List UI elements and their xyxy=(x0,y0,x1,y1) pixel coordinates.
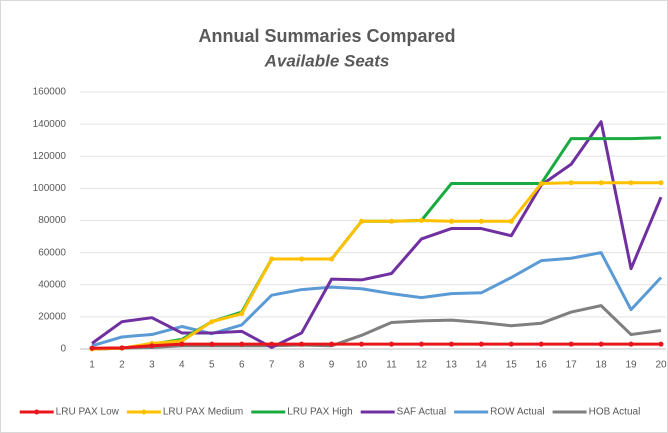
series-marker xyxy=(388,341,394,347)
series-marker xyxy=(628,341,634,347)
series-line xyxy=(91,304,662,351)
legend-label: SAF Actual xyxy=(397,407,446,418)
y-tick-label: 60000 xyxy=(38,247,66,258)
x-tick-label: 15 xyxy=(506,360,518,371)
series-marker xyxy=(598,341,604,347)
y-tick-label: 0 xyxy=(60,344,66,355)
legend-label: LRU PAX Low xyxy=(56,407,120,418)
x-tick-label: 18 xyxy=(596,360,608,371)
y-tick-label: 40000 xyxy=(38,279,66,290)
series-marker xyxy=(329,256,335,262)
series-marker xyxy=(299,256,305,262)
y-tick-label: 140000 xyxy=(33,119,67,130)
series-marker xyxy=(568,180,574,186)
series-marker xyxy=(209,341,215,347)
series-marker xyxy=(508,218,514,224)
series-marker xyxy=(329,341,335,347)
series-line xyxy=(91,120,663,349)
series-marker xyxy=(119,345,125,351)
series-marker xyxy=(508,341,514,347)
legend-marker xyxy=(141,409,147,415)
y-tick-label: 120000 xyxy=(33,151,67,162)
series-marker xyxy=(598,180,604,186)
series-marker xyxy=(299,341,305,347)
chart-title: Annual Summaries Compared xyxy=(198,26,455,46)
chart-subtitle: Available Seats xyxy=(264,51,390,70)
x-tick-label: 10 xyxy=(356,360,368,371)
x-tick-label: 9 xyxy=(329,360,335,371)
series-marker xyxy=(239,311,245,317)
x-tick-label: 16 xyxy=(536,360,548,371)
series-marker xyxy=(359,218,365,224)
series-line xyxy=(91,342,661,350)
series-marker xyxy=(658,180,664,186)
series-marker xyxy=(209,319,215,325)
legend-label: ROW Actual xyxy=(490,407,544,418)
y-tick-label: 20000 xyxy=(38,312,66,323)
x-tick-label: 3 xyxy=(149,360,155,371)
series-marker xyxy=(568,341,574,347)
series-marker xyxy=(269,341,275,347)
series-marker xyxy=(418,341,424,347)
x-tick-label: 2 xyxy=(119,360,125,371)
legend: LRU PAX Low LRU PAX Medium LRU PAX High SAF… xyxy=(19,407,641,418)
series-line xyxy=(91,251,663,348)
legend-label: HOB Actual xyxy=(589,407,641,418)
x-tick-label: 8 xyxy=(299,360,305,371)
legend-label: LRU PAX Medium xyxy=(163,407,243,418)
legend-marker xyxy=(34,409,40,415)
series-line xyxy=(91,181,661,351)
series-marker xyxy=(448,218,454,224)
legend-label: LRU PAX High xyxy=(287,407,352,418)
x-tick-label: 5 xyxy=(209,360,215,371)
x-tick-label: 14 xyxy=(476,360,488,371)
x-tick-label: 11 xyxy=(386,360,397,371)
x-tick-label: 12 xyxy=(416,360,428,371)
x-tick-label: 20 xyxy=(655,360,667,371)
x-tick-label: 19 xyxy=(625,360,637,371)
x-tick-label: 17 xyxy=(566,360,578,371)
series-marker xyxy=(628,180,634,186)
series-marker xyxy=(538,181,544,187)
series-marker xyxy=(478,341,484,347)
series-marker xyxy=(388,218,394,224)
series-marker xyxy=(418,218,424,223)
x-tick-label: 7 xyxy=(269,360,275,371)
series-marker xyxy=(269,256,275,262)
series-marker xyxy=(448,341,454,347)
y-tick-label: 80000 xyxy=(38,215,66,226)
series-marker xyxy=(538,341,544,347)
series-marker xyxy=(179,341,185,347)
x-tick-label: 13 xyxy=(446,360,458,371)
series-marker xyxy=(658,341,664,347)
x-tick-label: 1 xyxy=(89,360,95,371)
y-tick-label: 160000 xyxy=(33,87,67,98)
series-marker xyxy=(149,343,155,349)
series-marker xyxy=(359,341,365,347)
series-marker xyxy=(239,341,245,347)
y-tick-label: 100000 xyxy=(33,183,67,194)
x-tick-label: 6 xyxy=(239,360,245,371)
series-marker xyxy=(89,345,95,351)
series-marker xyxy=(478,218,484,224)
x-tick-label: 4 xyxy=(179,360,185,371)
